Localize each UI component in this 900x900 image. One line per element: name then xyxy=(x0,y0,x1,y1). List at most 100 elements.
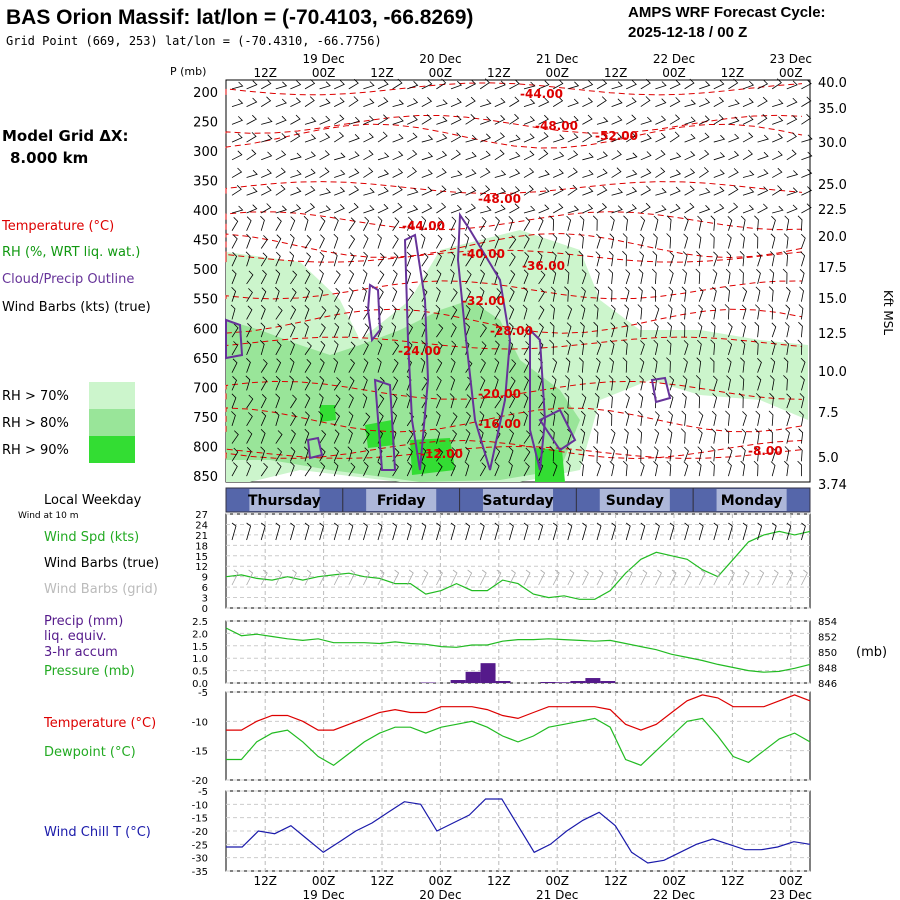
wind-barb xyxy=(363,98,375,107)
wind-barb xyxy=(334,80,345,90)
wind-barb xyxy=(464,461,470,477)
wind-barb xyxy=(725,268,731,285)
wind-barb xyxy=(684,151,696,161)
wind-barb xyxy=(756,375,762,391)
wind-barb xyxy=(450,375,456,391)
wind-barb xyxy=(246,288,253,302)
wind-barb xyxy=(699,98,711,107)
legend-temperature: Temperature (°C) xyxy=(1,219,114,234)
wind-barb xyxy=(801,168,813,178)
wind-barb xyxy=(304,322,309,338)
wind-barb xyxy=(582,204,594,214)
surface-wind-barb xyxy=(304,522,310,541)
wind-barb xyxy=(275,269,281,285)
pressure-tick-label: 800 xyxy=(193,441,218,456)
wind-barb xyxy=(684,168,696,178)
wind-barb xyxy=(742,132,754,143)
top-hour-tick-label: 12Z xyxy=(253,66,277,80)
wind-barb xyxy=(783,233,789,249)
temperature-line xyxy=(226,694,811,731)
wind-barb xyxy=(726,251,732,267)
wind-barb xyxy=(772,116,784,125)
pressure-tick-label: 200 xyxy=(193,86,218,101)
wind-barb xyxy=(622,460,628,477)
panel-tick-label: -25 xyxy=(192,840,208,851)
wind-barb xyxy=(290,97,301,107)
wind-barb xyxy=(683,233,689,249)
wind-barb xyxy=(493,375,499,391)
top-hour-tick-label: 12Z xyxy=(370,66,394,80)
wind-barb xyxy=(392,217,400,231)
wind-barb xyxy=(333,357,339,373)
wind-barb xyxy=(668,410,673,426)
wind-barb xyxy=(509,134,521,143)
wind-barb xyxy=(246,97,258,107)
wind-barb xyxy=(726,375,731,391)
bottom-date-tick-label: 21 Dec xyxy=(536,888,578,900)
wind-barb xyxy=(712,375,718,391)
bottom-date-tick-label: 19 Dec xyxy=(302,888,344,900)
wind-barb xyxy=(785,304,791,320)
top-date-tick-label: 20 Dec xyxy=(419,52,461,66)
wind-barb xyxy=(770,233,776,249)
wind-barb xyxy=(753,460,759,477)
wind-barb xyxy=(786,204,798,214)
wind-barb xyxy=(450,412,458,427)
wind-barb xyxy=(609,339,615,355)
wind-barb xyxy=(304,341,312,356)
wind-barb xyxy=(231,205,244,214)
height-tick-label: 12.5 xyxy=(818,327,847,342)
wind-barb xyxy=(669,97,681,107)
wind-barb xyxy=(421,97,433,107)
weekday-label: Monday xyxy=(721,493,783,509)
wind-barb xyxy=(290,152,302,161)
temperature-contour xyxy=(225,380,803,400)
precip-bar xyxy=(600,681,616,683)
wind-barb xyxy=(566,339,571,355)
temperature-contour xyxy=(225,181,803,195)
wind-barb xyxy=(494,323,501,338)
wind-barb xyxy=(711,304,717,320)
wind-barb xyxy=(786,80,798,90)
wind-barb xyxy=(640,185,652,196)
wind-barb xyxy=(333,305,340,320)
wind-barb xyxy=(710,215,716,231)
wind-barb xyxy=(275,205,288,214)
wind-barb xyxy=(465,394,472,409)
wind-barb xyxy=(304,411,310,426)
height-tick-label: 15.0 xyxy=(818,292,847,307)
pressure-tick-label: 848 xyxy=(818,664,837,675)
surface-wind-barb xyxy=(713,522,719,541)
wind-barb xyxy=(319,115,331,125)
wind-barb xyxy=(668,286,674,302)
wind-barb xyxy=(348,341,356,356)
surface-wind-barb xyxy=(231,522,237,541)
wind-barb xyxy=(757,96,768,107)
wind-barb xyxy=(566,461,571,477)
wind-barb xyxy=(275,323,283,338)
wind-barb xyxy=(609,357,614,373)
grid-wind-barb xyxy=(567,569,575,586)
wind-barb xyxy=(392,393,398,409)
wind-barb xyxy=(728,185,739,196)
wind-barb xyxy=(246,412,253,427)
wind-barb xyxy=(567,184,578,196)
grid-wind-barb xyxy=(742,569,750,586)
wind-barb xyxy=(319,375,325,391)
wind-barb xyxy=(801,151,813,161)
wind-barb xyxy=(304,151,316,161)
wind-barb xyxy=(363,358,369,373)
wind-barb xyxy=(436,393,442,409)
wind-barb xyxy=(553,186,564,196)
wind-barb xyxy=(333,131,345,143)
precip-bar xyxy=(465,671,481,683)
wind-barb xyxy=(436,447,444,462)
wind-barb xyxy=(231,430,239,444)
wind-barb xyxy=(610,304,616,320)
wind-barb xyxy=(564,268,570,284)
wind-barb xyxy=(509,186,520,196)
grid-wind-barb xyxy=(538,569,546,586)
wind-barb xyxy=(436,358,443,373)
wind-barb xyxy=(610,322,616,338)
wind-barb xyxy=(567,167,578,178)
